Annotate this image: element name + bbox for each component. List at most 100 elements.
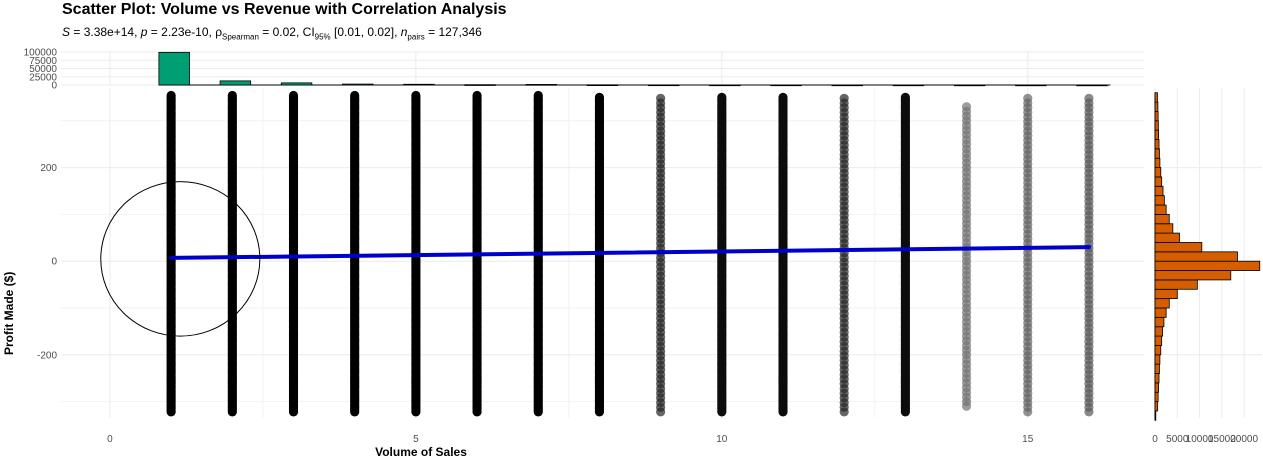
data-point: [1023, 309, 1033, 319]
data-point: [961, 144, 972, 154]
data-point: [1023, 304, 1033, 314]
data-point: [1084, 215, 1094, 225]
data-point: [1023, 393, 1033, 403]
data-point: [1023, 351, 1033, 361]
data-point: [1023, 112, 1033, 122]
data-point: [533, 90, 543, 101]
data-point: [1084, 196, 1094, 206]
data-point: [961, 223, 972, 234]
point-column: [839, 93, 849, 417]
data-point: [961, 209, 972, 219]
side-hist-bar: [1154, 157, 1161, 168]
data-point: [1084, 369, 1094, 380]
data-point: [1084, 355, 1094, 366]
data-point: [961, 153, 972, 163]
data-point: [1023, 224, 1033, 234]
data-point: [1084, 187, 1094, 197]
data-point: [1084, 257, 1094, 267]
data-point: [1023, 294, 1033, 305]
side-hist-bar: [1154, 363, 1160, 374]
data-point: [1023, 271, 1033, 281]
subtitle-p-value: 2.23e-10: [161, 25, 209, 39]
data-point: [1023, 323, 1033, 333]
side-hist-bar: [1154, 148, 1160, 159]
side-hist-tick-label: 10000: [1186, 434, 1214, 445]
scatter-axes: 0 5 10 15 -200 0 200: [37, 163, 1034, 445]
top-hist-bar: [586, 84, 619, 87]
point-column: [288, 90, 299, 417]
data-point: [1084, 285, 1094, 295]
data-point: [1084, 149, 1094, 160]
data-point: [1084, 309, 1094, 319]
data-point: [961, 162, 972, 173]
side-hist-bar: [1154, 129, 1159, 140]
data-point: [1023, 93, 1033, 103]
data-point: [961, 228, 972, 238]
data-point: [961, 275, 972, 285]
data-point: [1023, 238, 1033, 249]
data-point: [961, 364, 972, 374]
top-hist-bar: [709, 84, 741, 87]
data-point: [1023, 369, 1033, 380]
point-column: [778, 92, 788, 417]
data-point: [1084, 407, 1094, 417]
data-point: [1023, 234, 1033, 244]
side-hist-bar: [1154, 213, 1170, 225]
data-point: [1084, 220, 1094, 230]
data-point: [1023, 187, 1033, 197]
data-point: [778, 92, 788, 102]
data-point: [961, 284, 972, 294]
data-point: [1084, 229, 1094, 239]
side-hist-bar: [1154, 101, 1159, 112]
data-point: [961, 167, 972, 177]
point-column: [533, 90, 543, 417]
side-hist-bar: [1154, 204, 1167, 215]
x-tick-label: 15: [1022, 434, 1034, 445]
side-hist-tick-label: 20000: [1230, 434, 1258, 445]
data-point: [1084, 294, 1094, 305]
data-point: [1084, 318, 1094, 328]
chart-title: Scatter Plot: Volume vs Revenue with Cor…: [62, 1, 507, 18]
data-point: [961, 261, 972, 271]
side-hist-tick-label: 5000: [1166, 434, 1189, 445]
data-point: [961, 251, 972, 262]
y-tick-label: -200: [37, 350, 57, 361]
side-hist-bar: [1154, 373, 1160, 384]
data-point: [961, 326, 972, 337]
data-point: [1023, 145, 1033, 155]
side-hist-bar: [1154, 195, 1165, 206]
data-point: [1084, 365, 1094, 375]
subtitle-ci-sub: 95%: [314, 32, 331, 42]
data-point: [1084, 93, 1094, 103]
data-point: [961, 373, 972, 383]
data-point: [1023, 135, 1033, 146]
data-point: [1084, 397, 1094, 408]
side-hist-bar: [1154, 288, 1178, 300]
data-point: [1023, 318, 1033, 328]
data-point: [1084, 234, 1094, 244]
side-hist-bar: [1154, 354, 1161, 365]
data-point: [166, 90, 176, 101]
data-point: [1084, 248, 1094, 258]
data-point: [1023, 280, 1033, 291]
side-hist-bar: [1154, 401, 1159, 412]
data-point: [961, 279, 972, 290]
data-point: [1023, 262, 1033, 272]
data-point: [961, 139, 972, 149]
data-point: [1084, 168, 1094, 178]
data-point: [411, 90, 421, 101]
data-point: [1023, 140, 1033, 150]
data-point: [1023, 182, 1033, 192]
side-hist-tick-label: 0: [1152, 434, 1158, 445]
data-point: [961, 130, 972, 140]
data-point: [1023, 313, 1033, 323]
data-point: [961, 308, 972, 318]
top-hist-bar: [403, 83, 435, 86]
side-hist-bar: [1154, 111, 1159, 122]
data-point: [961, 289, 972, 299]
data-point: [1023, 355, 1033, 366]
data-point: [1084, 117, 1094, 127]
data-point: [961, 214, 972, 224]
data-point: [1023, 248, 1033, 258]
